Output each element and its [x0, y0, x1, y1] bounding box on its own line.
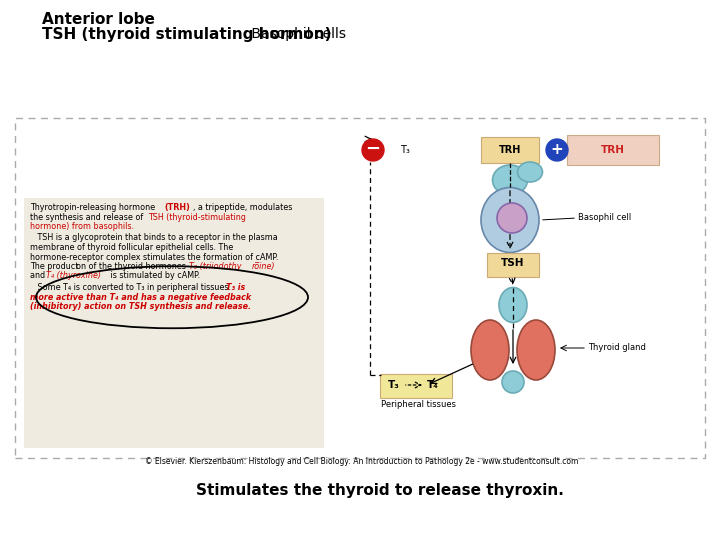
Text: hormone) from basophils.: hormone) from basophils.	[30, 222, 134, 231]
Text: Basophil cells: Basophil cells	[247, 27, 346, 41]
Text: hormone-receptor complex stimulates the formation of cAMP.: hormone-receptor complex stimulates the …	[30, 253, 279, 261]
Ellipse shape	[502, 371, 524, 393]
FancyBboxPatch shape	[487, 253, 539, 277]
Text: Stimulates the thyroid to release thyroxin.: Stimulates the thyroid to release thyrox…	[196, 483, 564, 498]
Text: T₄: T₄	[427, 380, 438, 390]
Text: TSH (thyroid stimulating hormon): TSH (thyroid stimulating hormon)	[42, 27, 331, 42]
FancyBboxPatch shape	[24, 198, 324, 448]
Text: T₃: T₃	[388, 380, 400, 390]
Text: T₃ (triiodothy: T₃ (triiodothy	[189, 262, 241, 271]
Text: membrane of thyroid follicular epithelial cells. The: membrane of thyroid follicular epithelia…	[30, 243, 233, 252]
Text: (TRH): (TRH)	[164, 203, 190, 212]
Text: The product: The product	[30, 262, 78, 271]
Circle shape	[362, 139, 384, 161]
Text: Peripheral tissues: Peripheral tissues	[381, 400, 456, 409]
Ellipse shape	[499, 287, 527, 322]
Text: Thyrotropin-releasing hormone: Thyrotropin-releasing hormone	[30, 203, 158, 212]
FancyBboxPatch shape	[567, 135, 659, 165]
Text: Basophil cell: Basophil cell	[578, 213, 631, 222]
FancyBboxPatch shape	[481, 137, 539, 163]
Text: +: +	[551, 141, 563, 157]
Text: TRH: TRH	[601, 145, 625, 155]
Ellipse shape	[481, 187, 539, 253]
Ellipse shape	[518, 162, 542, 182]
Ellipse shape	[517, 320, 555, 380]
Text: TSH (thyroid-stimulating: TSH (thyroid-stimulating	[148, 213, 246, 221]
Text: , a tripeptide, modulates: , a tripeptide, modulates	[193, 203, 292, 212]
Text: TSH: TSH	[501, 258, 525, 268]
Ellipse shape	[492, 165, 528, 195]
Text: T₄ (thyroxine): T₄ (thyroxine)	[46, 272, 101, 280]
Circle shape	[546, 139, 568, 161]
Text: −: −	[366, 140, 381, 158]
Text: ro̅̅ine): ro̅̅ine)	[252, 262, 276, 271]
Text: Thyroid gland: Thyroid gland	[588, 343, 646, 353]
Ellipse shape	[471, 320, 509, 380]
Text: on of the thyroid hormones: on of the thyroid hormones	[76, 262, 189, 271]
Text: T₃: T₃	[400, 145, 410, 155]
Text: the synthesis and release of: the synthesis and release of	[30, 213, 145, 221]
Circle shape	[497, 203, 527, 233]
Text: more active than T₄ and has a negative feedback: more active than T₄ and has a negative f…	[30, 293, 251, 301]
Text: TRH: TRH	[499, 145, 521, 155]
FancyBboxPatch shape	[380, 374, 452, 398]
Text: (inhibitory) action on TSH synthesis and release.: (inhibitory) action on TSH synthesis and…	[30, 302, 251, 311]
Text: TSH is a glycoprotein that binds to a receptor in the plasma: TSH is a glycoprotein that binds to a re…	[30, 233, 278, 242]
Text: and: and	[30, 272, 48, 280]
Text: Some T₄ is converted to T₃ in peripheral tissues.: Some T₄ is converted to T₃ in peripheral…	[30, 283, 233, 292]
FancyBboxPatch shape	[15, 118, 705, 458]
Text: © Elsevier. Kierszenbaum: Histology and Cell Biology: An Introduction to Patholo: © Elsevier. Kierszenbaum: Histology and …	[145, 457, 579, 466]
Text: is stimulated by cAMP.: is stimulated by cAMP.	[108, 272, 200, 280]
Text: T₃ is: T₃ is	[226, 283, 246, 292]
Text: Anterior lobe: Anterior lobe	[42, 12, 155, 27]
